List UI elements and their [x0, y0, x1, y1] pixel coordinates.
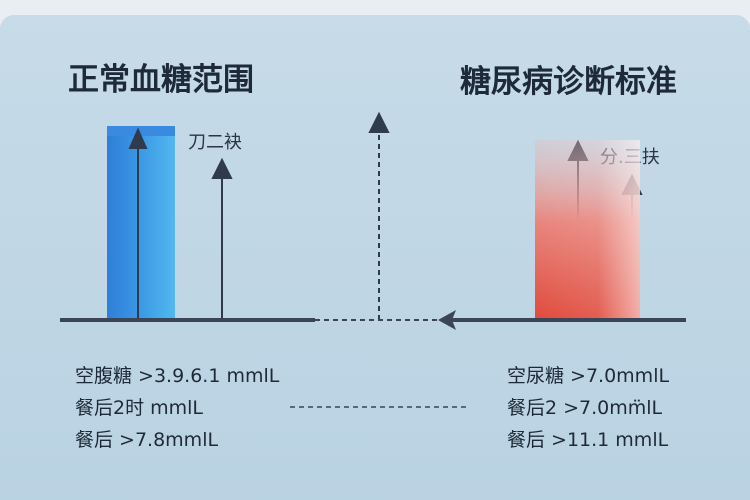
right-lines: 空尿糖 >7.0mmlL 餐后2 >7.0mm̈lL 餐后 >11.1 mmlL [507, 365, 669, 451]
left-line: 餐后 >7.8mmlL [75, 429, 218, 451]
blue-bar-top [107, 126, 175, 136]
right-line: 空尿糖 >7.0mmlL [507, 365, 669, 387]
right-title: 糖尿病诊断标准 [460, 64, 677, 100]
left-line: 空腹糖 >3.9.6.1 mmlL [75, 365, 280, 387]
card [0, 15, 750, 500]
left-line: 餐后2时 mmlL [75, 397, 203, 419]
left-marker-label: 刀二袂 [188, 132, 242, 153]
left-lines: 空腹糖 >3.9.6.1 mmlL 餐后2时 mmlL 餐后 >7.8mmlL [75, 365, 280, 451]
left-title: 正常血糖范围 [68, 62, 254, 98]
baseline [60, 310, 686, 330]
right-line: 餐后 >11.1 mmlL [507, 429, 669, 451]
red-bar-sheen [535, 140, 640, 320]
blue-bar [107, 126, 175, 320]
right-line: 餐后2 >7.0mm̈lL [507, 397, 663, 419]
